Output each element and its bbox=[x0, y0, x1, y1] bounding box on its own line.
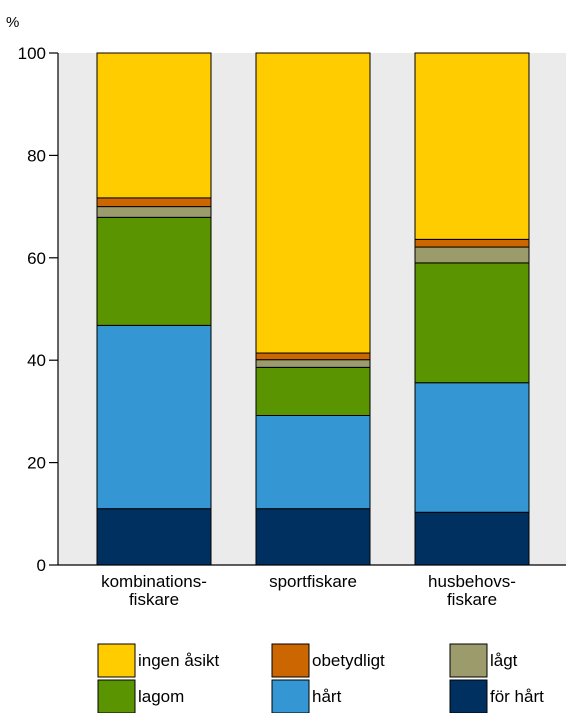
bar-segment-för-hårt-2 bbox=[255, 508, 371, 566]
legend-label-lågt: lågt bbox=[490, 651, 518, 670]
bar-segment-ingen-åsikt-2 bbox=[255, 52, 371, 354]
y-tick-label: 20 bbox=[27, 454, 46, 473]
bar-segment-ingen-åsikt-1 bbox=[96, 52, 212, 199]
bars-group bbox=[96, 52, 530, 566]
legend: ingen åsikt obetydligt lågt lagom hårt för hå… bbox=[97, 643, 544, 713]
legend-label-för-hårt: för hårt bbox=[490, 687, 544, 706]
y-tick-label: 100 bbox=[18, 44, 46, 63]
bar-segment-hårt-2 bbox=[255, 414, 371, 510]
legend-label-lagom: lagom bbox=[138, 687, 184, 706]
x-axis: kombinations-fiskare sportfiskare husbehov… bbox=[58, 564, 566, 609]
bar-segment-lågt-3 bbox=[414, 246, 530, 264]
legend-swatch-lagom bbox=[97, 679, 136, 713]
bar-segment-lagom-2 bbox=[255, 366, 371, 416]
bar-segment-lagom-1 bbox=[96, 216, 212, 326]
x-tick-label: sportfiskare bbox=[269, 572, 357, 591]
legend-swatch-för-hårt bbox=[449, 679, 488, 713]
y-tick-label: 80 bbox=[27, 146, 46, 165]
legend-label-obetydligt: obetydligt bbox=[312, 651, 385, 670]
bar-segment-hårt-3 bbox=[414, 382, 530, 513]
bar-segment-för-hårt-1 bbox=[96, 508, 212, 566]
bar-segment-ingen-åsikt-3 bbox=[414, 52, 530, 240]
y-tick-label: 0 bbox=[37, 556, 46, 575]
legend-swatch-lågt bbox=[449, 643, 488, 678]
y-axis-unit-label: % bbox=[6, 14, 19, 31]
bar-segment-obetydligt-3 bbox=[414, 238, 530, 248]
bar-segment-lågt-2 bbox=[255, 359, 371, 368]
bar-segment-hårt-1 bbox=[96, 324, 212, 510]
x-tick-label: husbehovs-fiskare bbox=[428, 572, 516, 609]
bar-segment-obetydligt-2 bbox=[255, 352, 371, 361]
legend-label-hårt: hårt bbox=[312, 687, 342, 706]
legend-label-ingen-åsikt: ingen åsikt bbox=[138, 651, 220, 670]
legend-swatch-obetydligt bbox=[271, 643, 310, 678]
bar-segment-för-hårt-3 bbox=[414, 511, 530, 566]
y-tick-label: 40 bbox=[27, 351, 46, 370]
y-axis: 0 20 40 60 80 100 bbox=[18, 44, 59, 575]
bar-segment-lågt-1 bbox=[96, 206, 212, 218]
x-tick-label: kombinations-fiskare bbox=[101, 572, 207, 609]
bar-segment-lagom-3 bbox=[414, 262, 530, 384]
y-tick-label: 60 bbox=[27, 249, 46, 268]
bar-segment-obetydligt-1 bbox=[96, 197, 212, 208]
legend-swatch-hårt bbox=[271, 679, 310, 713]
legend-swatch-ingen-åsikt bbox=[97, 643, 136, 678]
